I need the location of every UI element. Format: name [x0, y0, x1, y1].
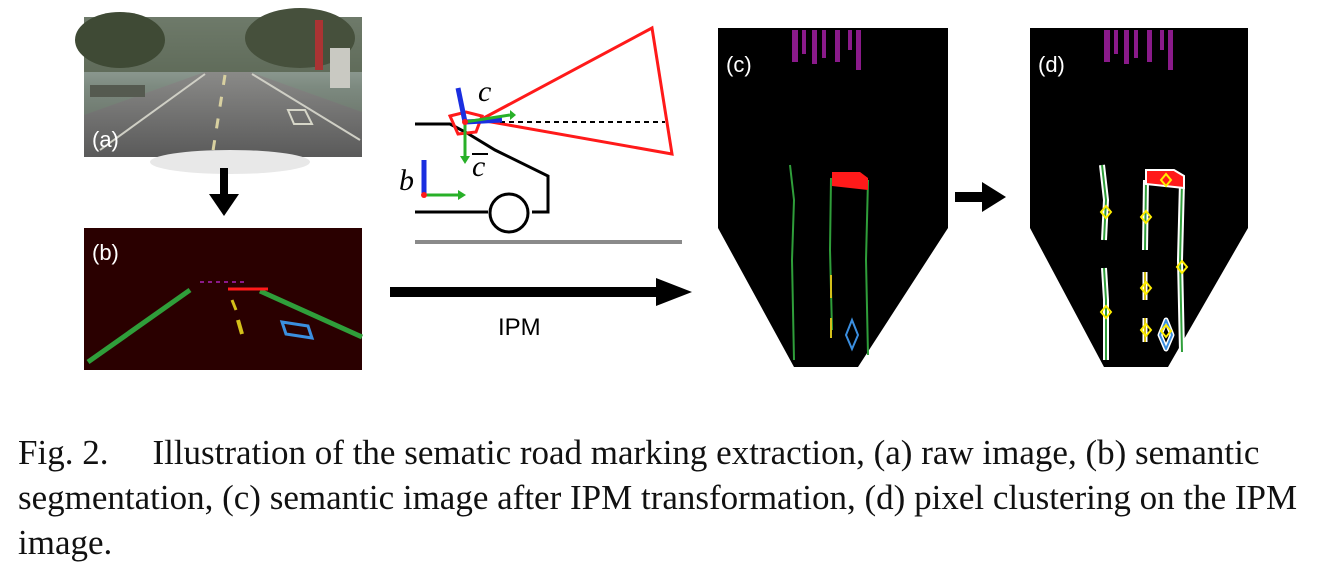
panel-a-label: (a): [92, 127, 119, 152]
panel-d-pixel-clustering: (d): [1030, 28, 1248, 367]
vehicle-camera-diagram: c c b: [399, 25, 682, 244]
panel-d-label: (d): [1038, 52, 1065, 77]
caption-text: Illustration of the sematic road marking…: [18, 433, 1298, 562]
figure-caption: Fig. 2. Illustration of the sematic road …: [18, 430, 1318, 565]
figure-number: Fig. 2.: [18, 433, 109, 472]
arrow-down-icon: [209, 168, 239, 216]
camera-frame-label: c: [478, 75, 491, 108]
camera-bar-frame-label: c: [472, 150, 485, 183]
body-frame-label: b: [399, 164, 414, 197]
panel-c-label: (c): [726, 52, 752, 77]
panel-a-raw-image: (a): [75, 8, 362, 174]
panel-b-semantic-segmentation: (b): [84, 228, 364, 370]
ipm-label: IPM: [498, 314, 541, 341]
arrow-right-icon: [955, 182, 1006, 212]
ipm-arrow-icon: [390, 278, 692, 306]
figure-illustration: (a) (b): [75, 8, 1248, 370]
panel-b-label: (b): [92, 240, 119, 265]
panel-c-ipm-image: (c): [718, 28, 948, 367]
